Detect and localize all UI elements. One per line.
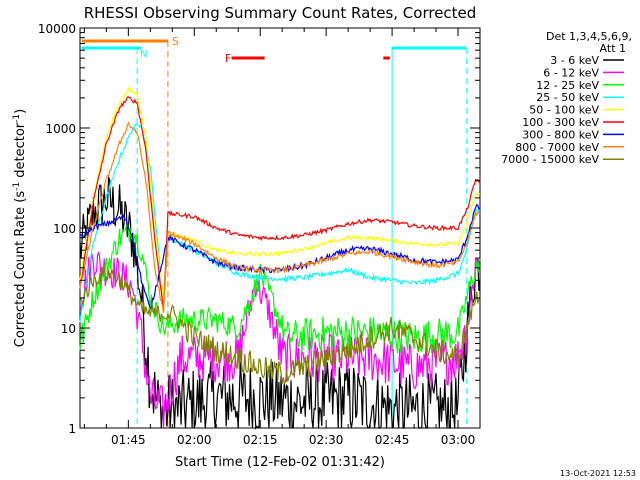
y-axis-label-sup2: -1 (12, 114, 22, 123)
x-tick-label: 02:15 (243, 433, 278, 447)
saa-flag-label: S (172, 35, 179, 48)
y-tick-label: 1000 (45, 122, 76, 136)
legend-label: 50 - 100 keV (529, 104, 599, 117)
flare-flag-label: F (225, 52, 231, 65)
y-tick-label: 10 (61, 322, 76, 336)
y-axis-label-main: Corrected Count Rate (s (13, 191, 28, 348)
footer-timestamp: 13-Oct-2021 12:53 (560, 469, 636, 478)
x-axis-label: Start Time (12-Feb-02 01:31:42) (175, 455, 385, 470)
legend-label: 3 - 6 keV (550, 54, 599, 67)
legend-label: 100 - 300 keV (522, 116, 599, 129)
y-tick-label: 100 (53, 222, 76, 236)
chart-title: RHESSI Observing Summary Count Rates, Co… (84, 4, 477, 22)
series-line (79, 222, 481, 354)
legend-label: 800 - 7000 keV (515, 141, 599, 154)
legend-label: 300 - 800 keV (522, 128, 599, 141)
y-axis-label: Corrected Count Rate (s-1 detector-1) (12, 109, 28, 347)
series-line (79, 121, 481, 313)
legend-label: 12 - 25 keV (536, 79, 599, 92)
x-tick-label: 02:45 (375, 433, 410, 447)
legend-label: 6 - 12 keV (543, 66, 599, 79)
y-axis-label-mid: detector (13, 122, 28, 182)
series-line (79, 265, 481, 385)
x-tick-label: 02:30 (309, 433, 344, 447)
legend-label: 25 - 50 keV (536, 91, 599, 104)
y-axis-label-sup1: -1 (12, 182, 22, 191)
x-tick-label: 02:00 (177, 433, 212, 447)
legend-label: 7000 - 15000 keV (501, 153, 599, 166)
series-line (79, 96, 481, 312)
legend-header-line1: Det 1,3,4,5,6,9, (546, 30, 632, 43)
y-axis-label-end: ) (13, 109, 28, 114)
x-tick-label: 01:45 (111, 433, 146, 447)
flag-bars: S F N (82, 35, 468, 428)
x-tick-label: 03:00 (441, 433, 476, 447)
axis-ticks: 01:45 02:00 02:15 02:30 02:45 03:00 1 10 100 1000… (38, 22, 481, 447)
legend-header-line2: Att 1 (600, 42, 626, 55)
series-line (79, 86, 481, 300)
series-layer (79, 86, 481, 430)
y-tick-label: 10000 (38, 22, 76, 36)
series-line (79, 251, 481, 429)
night-flag-label: N (140, 49, 147, 60)
y-tick-label: 1 (68, 422, 76, 436)
